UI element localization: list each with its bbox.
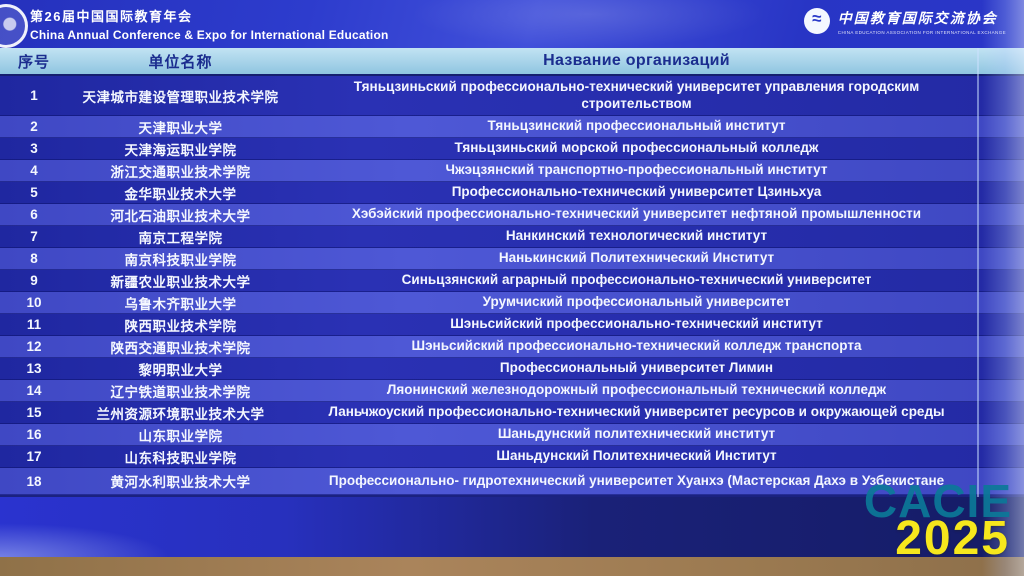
table-row: 11 陕西职业技术学院 Шэньсийский профессионально-…: [0, 314, 1024, 336]
org-name-zh: 新疆农业职业技术大学: [110, 274, 251, 290]
conference-title-en: China Annual Conference & Expo for Inter…: [30, 28, 389, 42]
table-row: 1 天津城市建设管理职业技术学院 Тяньцзиньский профессио…: [0, 76, 1024, 116]
table-row: 16 山东职业学院 Шаньдунский политехнический ин…: [0, 424, 1024, 446]
association-logo-block: 中国教育国际交流协会 CHINA EDUCATION ASSOCIATION F…: [803, 8, 1006, 35]
conference-logo-icon: [0, 4, 28, 48]
wall-below-screen: [0, 557, 1024, 576]
row-number: 18: [26, 473, 42, 489]
table-row: 10 乌鲁木齐职业大学 Урумчиский профессиональный …: [0, 292, 1024, 314]
table-row: 3 天津海运职业学院 Тяньцзиньский морской професс…: [0, 138, 1024, 160]
row-number: 16: [26, 427, 42, 442]
org-name-ru: Нанкинский технологический институт: [505, 228, 768, 244]
banner-titles: 第26届中国国际教育年会 China Annual Conference & E…: [30, 6, 389, 42]
table-row: 2 天津职业大学 Тяньцзинский профессиональный и…: [0, 116, 1024, 138]
header-org-zh: 单位名称: [148, 53, 213, 71]
org-name-zh: 兰州资源环境职业技术大学: [96, 406, 265, 422]
table-row: 13 黎明职业大学 Профессиональный университет Л…: [0, 358, 1024, 380]
row-number: 11: [26, 317, 42, 332]
org-name-zh: 辽宁铁道职业技术学院: [110, 384, 251, 400]
org-name-zh: 陕西交通职业技术学院: [110, 340, 251, 356]
table-row: 17 山东科技职业学院 Шаньдунский Политехнический …: [0, 446, 1024, 468]
org-name-zh: 南京工程学院: [138, 230, 223, 246]
cacie-logo: CACIE: [863, 475, 1012, 527]
org-name-ru: Шэньсийский профессионально-технический …: [411, 338, 862, 354]
table-row: 18 黄河水利职业技术大学 Профессионально- гидротехн…: [0, 468, 1024, 495]
org-name-zh: 山东科技职业学院: [124, 450, 237, 466]
table-body: 1 天津城市建设管理职业技术学院 Тяньцзиньский профессио…: [0, 76, 1024, 495]
association-text: 中国教育国际交流协会 CHINA EDUCATION ASSOCIATION F…: [838, 8, 1006, 35]
org-name-ru: Шаньдунский политехнический институт: [497, 426, 776, 442]
screen-bottom-band: [0, 497, 1024, 557]
row-number: 8: [30, 251, 38, 266]
org-name-zh: 乌鲁木齐职业大学: [124, 296, 237, 312]
banner-sheen: [409, 0, 768, 48]
org-name-ru: Урумчиский профессиональный университет: [482, 294, 791, 310]
org-name-zh: 黎明职业大学: [138, 362, 223, 378]
table-row: 12 陕西交通职业技术学院 Шэньсийский профессиональн…: [0, 336, 1024, 358]
org-name-ru: Ланьчжоуский профессионально-технический…: [328, 404, 945, 420]
row-number: 13: [26, 361, 42, 376]
row-number: 2: [30, 119, 38, 134]
association-logo-icon: [803, 8, 830, 34]
row-number: 7: [30, 229, 38, 244]
table-row: 15 兰州资源环境职业技术大学 Ланьчжоуский профессиона…: [0, 402, 1024, 424]
org-name-zh: 陕西职业技术学院: [124, 318, 237, 334]
table-row: 14 辽宁铁道职业技术学院 Ляонинский железнодорожный…: [0, 380, 1024, 402]
org-name-zh: 南京科技职业学院: [124, 252, 237, 268]
table-row: 9 新疆农业职业技术大学 Синьцзянский аграрный профе…: [0, 270, 1024, 292]
header-no: 序号: [17, 53, 50, 71]
row-number: 4: [30, 163, 38, 178]
row-number: 15: [26, 405, 42, 420]
association-name-zh: 中国教育国际交流协会: [837, 12, 998, 27]
org-name-ru: Тяньцзиньский профессионально-технически…: [353, 79, 920, 111]
org-name-zh: 河北石油职业技术大学: [110, 208, 251, 224]
conference-banner: 第26届中国国际教育年会 China Annual Conference & E…: [0, 0, 1024, 48]
org-name-zh: 天津城市建设管理职业技术学院: [82, 89, 279, 105]
org-name-ru: Тяньцзиньский морской профессиональный к…: [454, 140, 819, 156]
org-name-zh: 天津海运职业学院: [124, 142, 237, 158]
org-name-ru: Профессиональный университет Лимин: [499, 360, 774, 376]
cacie-year: 2025: [895, 512, 1010, 565]
header-org-ru: Название организаций: [543, 52, 730, 69]
row-number: 12: [26, 339, 42, 354]
row-number: 5: [30, 185, 38, 200]
org-name-zh: 浙江交通职业技术学院: [110, 164, 251, 180]
org-name-ru: Нанькинский Политехнический Институт: [498, 250, 775, 266]
org-name-ru: Чжэцзянский транспортно-профессиональный…: [445, 162, 828, 178]
row-number: 3: [30, 141, 38, 156]
org-name-ru: Ляонинский железнодорожный профессиональ…: [386, 382, 887, 398]
conference-title-zh: 第26届中国国际教育年会: [30, 9, 193, 24]
org-name-zh: 山东职业学院: [138, 428, 223, 444]
table-row: 5 金华职业技术大学 Профессионально-технический у…: [0, 182, 1024, 204]
row-number: 6: [30, 207, 38, 222]
org-name-ru: Шаньдунский Политехнический Институт: [496, 448, 777, 464]
table-right-border: [977, 48, 979, 503]
row-number: 14: [26, 383, 42, 398]
org-name-zh: 黄河水利职业技术大学: [110, 475, 251, 490]
org-name-ru: Хэбэйский профессионально-технический ун…: [351, 206, 922, 222]
row-number: 10: [26, 295, 42, 310]
table-header-row: 序号 单位名称 Название организаций: [0, 48, 1024, 76]
org-name-ru: Шэньсийский профессионально-технический …: [450, 316, 823, 332]
org-name-ru: Тяньцзинский профессиональный институт: [487, 118, 786, 134]
org-name-ru: Синьцзянский аграрный профессионально-те…: [401, 272, 872, 288]
table-row: 4 浙江交通职业技术学院 Чжэцзянский транспортно-про…: [0, 160, 1024, 182]
row-number: 9: [30, 273, 38, 288]
table-row: 8 南京科技职业学院 Нанькинский Политехнический И…: [0, 248, 1024, 270]
org-name-zh: 天津职业大学: [138, 120, 223, 136]
org-name-ru: Профессионально- гидротехнический универ…: [328, 472, 945, 488]
association-name-en: CHINA EDUCATION ASSOCIATION FOR INTERNAT…: [837, 30, 1006, 35]
table-row: 7 南京工程学院 Нанкинский технологический инст…: [0, 226, 1024, 248]
org-name-zh: 金华职业技术大学: [124, 186, 237, 202]
row-number: 17: [26, 449, 42, 464]
table-row: 6 河北石油职业技术大学 Хэбэйский профессионально-т…: [0, 204, 1024, 226]
org-name-ru: Профессионально-технический университет …: [451, 184, 822, 200]
row-number: 1: [30, 88, 38, 103]
